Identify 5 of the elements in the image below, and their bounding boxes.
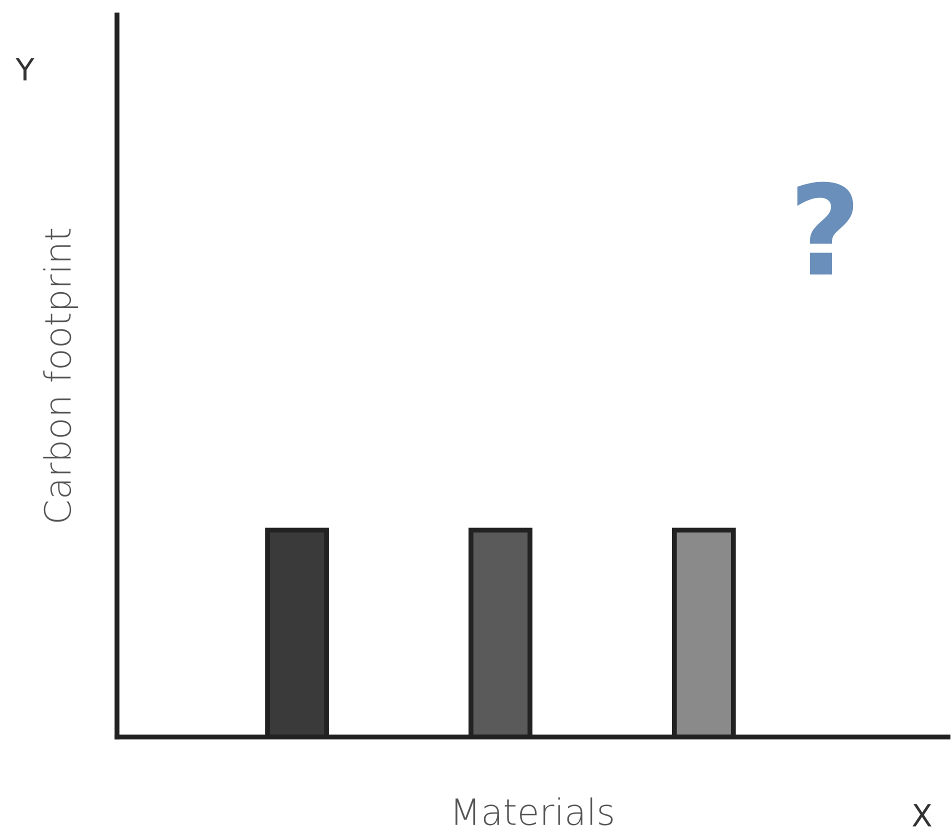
- x-axis-title: Materials: [456, 797, 613, 826]
- text: ?: [797, 182, 854, 274]
- text: Y: [16, 58, 34, 80]
- y-axis-title: Carbon footprint: [43, 228, 78, 522]
- text: X: [912, 804, 932, 826]
